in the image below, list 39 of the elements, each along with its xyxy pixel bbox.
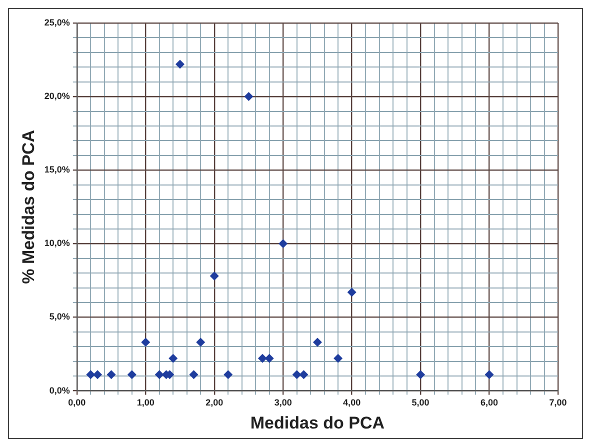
point	[334, 354, 343, 363]
point	[224, 370, 233, 380]
point	[196, 338, 206, 347]
point	[278, 239, 288, 248]
x-tick-label: 4,00	[343, 398, 361, 408]
y-tick-label: 25,0%	[44, 17, 70, 28]
y-tick-label: 15,0%	[44, 164, 70, 175]
x-tick-label: 7,00	[549, 398, 567, 408]
x-tick-label: 6,00	[480, 398, 498, 408]
point	[312, 338, 322, 347]
point	[292, 370, 302, 380]
point	[484, 370, 494, 380]
y-tick-label: 5,0%	[49, 312, 70, 322]
y-tick-label: 20,0%	[44, 91, 70, 102]
point	[244, 92, 254, 102]
x-tick-label: 3,00	[274, 398, 292, 408]
y-tick-label: 10,0%	[44, 238, 70, 248]
point	[106, 370, 116, 380]
point	[176, 60, 185, 69]
point	[127, 370, 136, 380]
point	[299, 370, 308, 380]
point	[154, 370, 164, 380]
point	[93, 370, 102, 380]
point	[168, 354, 178, 363]
point	[141, 338, 150, 347]
point	[264, 354, 274, 363]
y-tick-label: 0,0%	[49, 385, 70, 396]
x-axis-title: Medidas do PCA	[250, 413, 385, 432]
x-tick-label: 2,00	[206, 398, 224, 408]
point	[86, 370, 96, 380]
point	[347, 288, 356, 297]
point	[210, 272, 219, 281]
point	[258, 354, 267, 363]
y-axis-title: % Medidas do PCA	[18, 130, 38, 284]
x-tick-label: 1,00	[136, 398, 154, 408]
x-tick-label: 5,00	[412, 398, 430, 408]
point	[416, 370, 426, 380]
point	[189, 370, 198, 380]
x-tick-label: 0,00	[68, 398, 86, 408]
